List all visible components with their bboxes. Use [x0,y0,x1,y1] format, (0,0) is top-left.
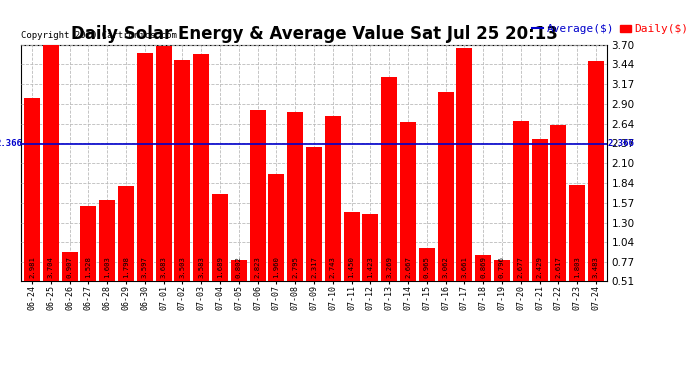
Text: 3.483: 3.483 [593,256,599,278]
Text: 3.269: 3.269 [386,256,392,278]
Text: 3.583: 3.583 [198,256,204,278]
Bar [475,255,491,319]
Text: 1.960: 1.960 [273,256,279,278]
Text: 3.683: 3.683 [161,256,166,278]
Text: 2.667: 2.667 [405,256,411,278]
Bar [381,77,397,319]
Bar [230,260,247,319]
Text: 2.617: 2.617 [555,256,562,278]
Bar [61,252,77,319]
Text: 1.689: 1.689 [217,256,223,278]
Text: 2.823: 2.823 [255,256,261,278]
Text: 2.981: 2.981 [29,256,35,278]
Bar [24,98,40,319]
Bar [155,46,172,319]
Text: 2.429: 2.429 [537,256,542,278]
Text: 0.965: 0.965 [424,256,430,278]
Text: 2.366: 2.366 [0,139,23,148]
Bar [193,54,209,319]
Bar [287,112,303,319]
Text: 1.803: 1.803 [574,256,580,278]
Text: 0.907: 0.907 [66,256,72,278]
Text: 3.503: 3.503 [179,256,186,278]
Bar [419,248,435,319]
Bar [212,194,228,319]
Text: 3.062: 3.062 [442,256,448,278]
Bar [456,48,473,319]
Bar [551,125,566,319]
Bar [513,121,529,319]
Text: 1.798: 1.798 [123,256,129,278]
Bar [569,186,585,319]
Text: 0.869: 0.869 [480,256,486,278]
Text: 3.661: 3.661 [462,256,467,278]
Bar [268,174,284,319]
Bar [400,122,416,319]
Text: 1.450: 1.450 [348,256,355,278]
Text: 2.677: 2.677 [518,256,524,278]
Text: 2.317: 2.317 [311,256,317,278]
Legend: Average($), Daily($): Average($), Daily($) [528,20,690,39]
Bar [531,139,548,319]
Text: 3.704: 3.704 [48,256,54,278]
Text: 3.597: 3.597 [141,256,148,278]
Bar [80,206,97,319]
Bar [306,147,322,319]
Bar [494,260,510,319]
Bar [437,92,453,319]
Text: 1.528: 1.528 [86,256,91,278]
Text: Copyright 2020 Cartronics.com: Copyright 2020 Cartronics.com [21,31,177,40]
Bar [137,53,152,319]
Bar [99,200,115,319]
Bar [250,110,266,319]
Bar [118,186,134,319]
Bar [175,60,190,319]
Bar [362,214,378,319]
Text: 1.423: 1.423 [367,256,373,278]
Text: 0.796: 0.796 [499,256,505,278]
Text: 2.743: 2.743 [330,256,336,278]
Bar [325,116,341,319]
Bar [43,45,59,319]
Text: 2.366: 2.366 [608,139,635,148]
Text: 0.802: 0.802 [236,256,241,278]
Bar [588,61,604,319]
Text: 1.603: 1.603 [104,256,110,278]
Text: 2.795: 2.795 [292,256,298,278]
Bar [344,211,359,319]
Title: Daily Solar Energy & Average Value Sat Jul 25 20:13: Daily Solar Energy & Average Value Sat J… [70,26,558,44]
